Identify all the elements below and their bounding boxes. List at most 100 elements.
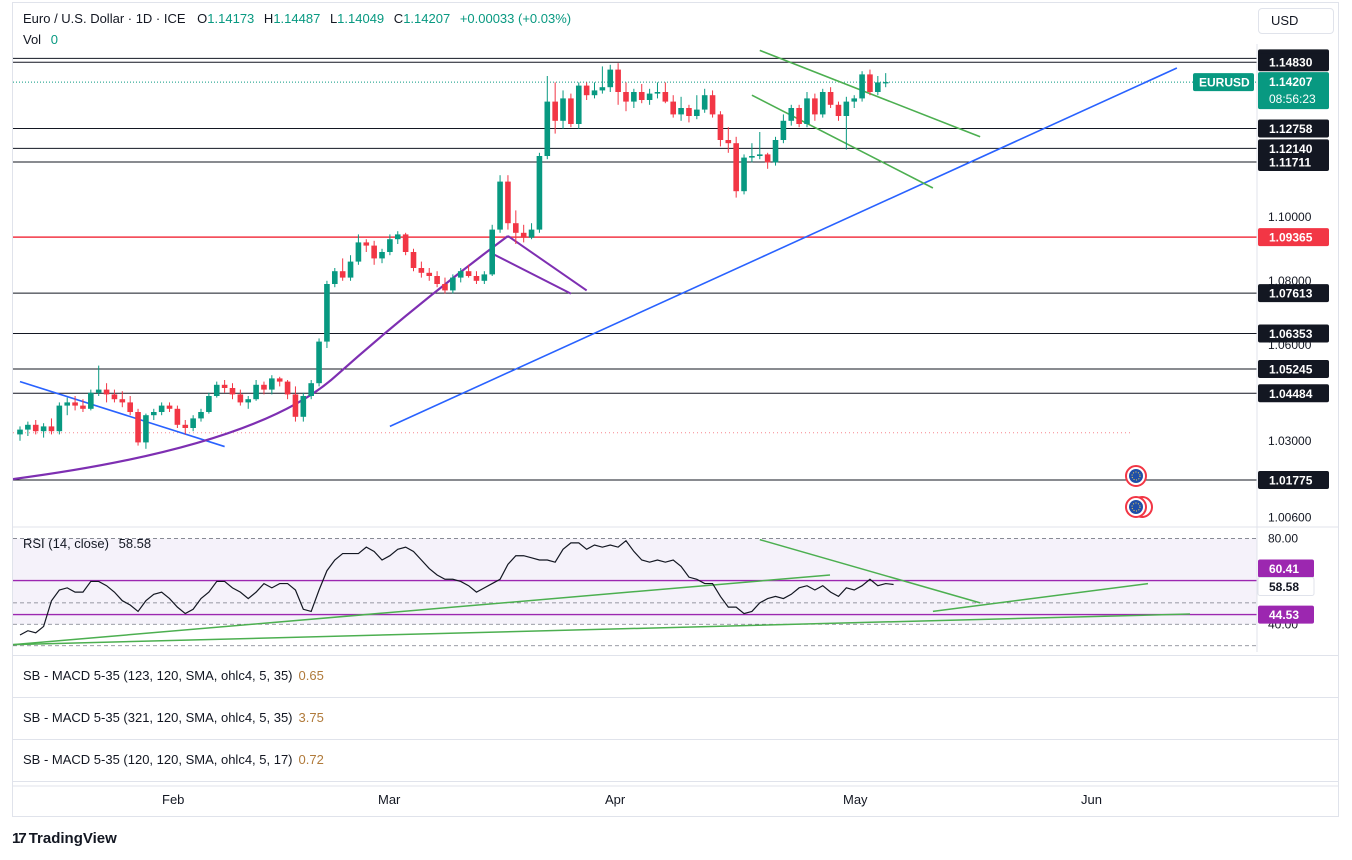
price-level-badge bbox=[1258, 139, 1329, 158]
candle-body bbox=[80, 405, 86, 409]
volume-header: Vol 0 bbox=[23, 32, 58, 47]
rsi-value-badge-label: 58.58 bbox=[1269, 580, 1299, 594]
candle-body bbox=[64, 402, 71, 406]
candle-body bbox=[764, 154, 771, 163]
event-flag-disc bbox=[1129, 469, 1143, 483]
high-value: 1.14487 bbox=[273, 11, 321, 26]
price-level-label: 1.11711 bbox=[1269, 156, 1311, 170]
candle-body bbox=[300, 396, 307, 417]
candle-body bbox=[513, 223, 519, 233]
countdown-label: 08:56:23 bbox=[1269, 92, 1316, 106]
candle-body bbox=[552, 101, 558, 121]
time-axis-label: Jun bbox=[1081, 792, 1102, 807]
rsi-level-badge-label: 44.53 bbox=[1269, 608, 1299, 622]
tradingview-logo[interactable]: 17 TradingView bbox=[12, 830, 117, 847]
candle-body bbox=[481, 274, 488, 281]
price-axis-tick: 1.00600 bbox=[1268, 511, 1312, 525]
candle-body bbox=[882, 82, 889, 84]
candle-body bbox=[560, 98, 566, 121]
candle-body bbox=[843, 101, 850, 116]
candle-body bbox=[686, 108, 692, 116]
candle-body bbox=[599, 87, 606, 91]
macd-legend-3: SB - MACD 5-35 (120, 120, SMA, ohlc4, 5,… bbox=[23, 752, 324, 767]
candle-body bbox=[701, 95, 708, 110]
pane-separator[interactable] bbox=[13, 739, 1338, 740]
candle-body bbox=[143, 415, 149, 443]
candle-body bbox=[544, 101, 551, 156]
candle-body bbox=[363, 242, 370, 246]
macd-value-2: 3.75 bbox=[298, 710, 324, 725]
candle-body bbox=[198, 412, 204, 419]
price-axis-tick: 1.03000 bbox=[1268, 434, 1312, 448]
candle-body bbox=[25, 424, 31, 430]
candle-body bbox=[457, 271, 464, 278]
candle-body bbox=[497, 181, 503, 230]
chart-frame bbox=[12, 2, 1339, 817]
current-price-label: 1.14207 bbox=[1269, 75, 1313, 89]
candle-body bbox=[56, 405, 63, 432]
candle-body bbox=[851, 98, 858, 102]
event-flag-icon bbox=[1125, 496, 1153, 518]
candle-body bbox=[316, 341, 322, 384]
ticker-badge-label: EURUSD bbox=[1199, 76, 1250, 90]
time-axis-label: Apr bbox=[605, 792, 626, 807]
candle-body bbox=[615, 69, 621, 92]
event-flag-stars bbox=[1131, 502, 1141, 512]
close-label: C bbox=[393, 11, 404, 26]
candle-body bbox=[269, 378, 275, 390]
brand-name: TradingView bbox=[28, 830, 117, 847]
pane-separator[interactable] bbox=[13, 781, 1338, 782]
price-level-label: 1.04484 bbox=[1269, 387, 1313, 401]
macd-legend-2: SB - MACD 5-35 (321, 120, SMA, ohlc4, 5,… bbox=[23, 710, 324, 725]
event-flag-disc bbox=[1129, 500, 1143, 514]
candle-body bbox=[442, 284, 448, 291]
candle-body bbox=[40, 426, 47, 432]
candle-body bbox=[324, 284, 330, 342]
candle-body bbox=[190, 418, 196, 428]
candle-body bbox=[237, 394, 244, 403]
macd-value-1: 0.65 bbox=[298, 668, 324, 683]
price-pane bbox=[13, 49, 1257, 481]
candle-body bbox=[694, 109, 700, 116]
candle-body bbox=[355, 242, 362, 262]
currency-button[interactable]: USD bbox=[1258, 8, 1334, 34]
trendline bbox=[19, 380, 225, 448]
price-level-badge bbox=[1258, 359, 1329, 378]
low-label: L bbox=[329, 11, 338, 26]
candle-body bbox=[568, 98, 574, 124]
purple-trendline bbox=[491, 252, 572, 295]
candle-body bbox=[347, 261, 354, 278]
price-level-badge bbox=[1258, 324, 1329, 343]
candle-body bbox=[654, 92, 661, 94]
rsi-title: RSI (14, close) bbox=[23, 536, 109, 551]
candle-body bbox=[607, 69, 614, 88]
pane-separator[interactable] bbox=[13, 655, 1338, 656]
volume-label: Vol bbox=[23, 32, 42, 47]
macd-legend-1: SB - MACD 5-35 (123, 120, SMA, ohlc4, 5,… bbox=[23, 668, 324, 683]
candle-body bbox=[135, 412, 141, 443]
event-flag-icon bbox=[1125, 465, 1147, 487]
candle-body bbox=[402, 234, 409, 252]
candle-body bbox=[253, 384, 259, 400]
candle-body bbox=[410, 252, 417, 268]
candle-body bbox=[276, 378, 283, 382]
pane-separator[interactable] bbox=[13, 697, 1338, 698]
price-level-label: 1.01775 bbox=[1269, 474, 1313, 488]
price-level-label: 1.12758 bbox=[1269, 122, 1313, 136]
change-value: +0.00033 (+0.03%) bbox=[459, 11, 572, 26]
candle-body bbox=[772, 140, 779, 163]
price-level-label: 1.06353 bbox=[1269, 327, 1313, 341]
rsi-trendline bbox=[759, 538, 981, 604]
candle-body bbox=[127, 402, 133, 412]
candle-body bbox=[221, 384, 228, 388]
macd-title-3: SB - MACD 5-35 (120, 120, SMA, ohlc4, 5,… bbox=[23, 752, 293, 767]
rsi-trendline bbox=[13, 574, 831, 646]
candle-body bbox=[859, 74, 865, 99]
symbol-header: Euro / U.S. Dollar · 1D · ICE O1.14173 H… bbox=[23, 11, 571, 26]
price-level-badge bbox=[1258, 471, 1329, 489]
rsi-band-fill bbox=[13, 538, 1257, 625]
rsi-value-badge bbox=[1257, 576, 1315, 596]
candle-body bbox=[638, 92, 645, 100]
candle-body bbox=[103, 389, 110, 395]
